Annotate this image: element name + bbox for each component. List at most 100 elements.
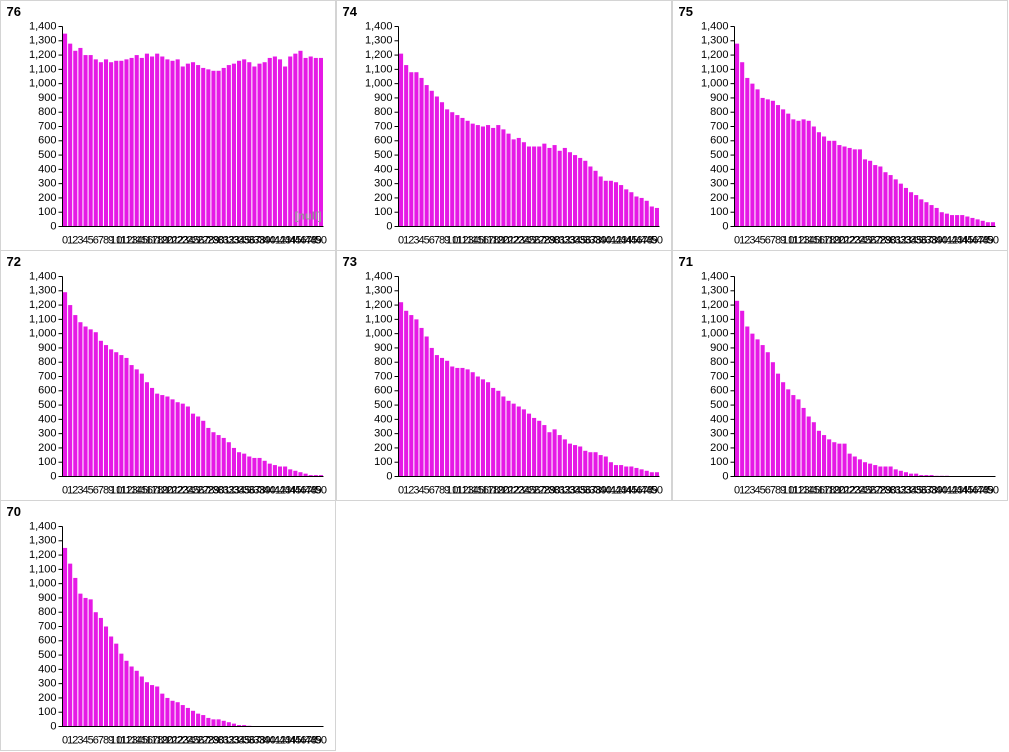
bar — [68, 305, 73, 477]
bar — [537, 146, 542, 227]
x-tick-label: 25 — [187, 484, 199, 496]
x-tick-label: 12 — [120, 734, 132, 746]
y-tick-label: 1,200 — [365, 49, 393, 61]
bar — [868, 160, 873, 227]
bar — [206, 427, 211, 477]
bar — [847, 453, 852, 477]
bar — [119, 355, 124, 477]
bar — [434, 355, 439, 477]
x-tick-label: 1 — [67, 234, 73, 246]
x-tick-label: 37 — [920, 234, 932, 246]
bar — [399, 302, 404, 477]
x-tick-label: 1 — [739, 484, 745, 496]
bar — [206, 69, 211, 227]
bar — [160, 693, 165, 727]
x-tick-label: 11 — [116, 234, 127, 246]
x-tick-label: 20 — [161, 484, 173, 496]
x-tick-label: 37 — [248, 734, 260, 746]
bar — [903, 187, 908, 227]
x-tick-label: 46 — [630, 234, 642, 246]
bar — [298, 472, 303, 477]
x-tick-label: 46 — [966, 234, 978, 246]
x-tick-label: 34 — [233, 484, 245, 496]
bar — [878, 466, 883, 477]
y-tick-label: 0 — [722, 470, 728, 482]
bar — [165, 396, 170, 477]
x-tick-label: 1 — [67, 734, 73, 746]
bar — [119, 653, 124, 727]
x-tick-label: 23 — [849, 484, 861, 496]
bar — [765, 99, 770, 227]
bar — [649, 206, 654, 227]
x-tick-label: 38 — [925, 234, 937, 246]
x-tick-label: 0 — [734, 234, 740, 246]
bar — [308, 475, 313, 477]
bar — [573, 445, 578, 477]
x-tick-label: 49 — [982, 484, 994, 496]
bar — [257, 63, 262, 227]
x-tick-label: 2 — [72, 484, 78, 496]
y-tick-label: 1,300 — [29, 285, 57, 297]
y-tick-label: 1,100 — [701, 63, 729, 75]
x-tick-label: 21 — [166, 734, 178, 746]
x-tick-label: 41 — [269, 234, 281, 246]
bar — [735, 300, 740, 477]
x-tick-label: 13 — [797, 484, 809, 496]
bar — [939, 212, 944, 227]
bar — [262, 460, 267, 477]
x-tick-label: 18 — [151, 234, 163, 246]
x-tick-label: 13 — [461, 234, 473, 246]
x-tick-label: 46 — [294, 484, 306, 496]
bar — [404, 310, 409, 477]
bar — [114, 352, 119, 477]
x-tick-label: 15 — [136, 734, 148, 746]
x-tick-label: 2 — [72, 734, 78, 746]
x-tick-label: 35 — [238, 484, 250, 496]
y-tick-label: 700 — [374, 370, 392, 382]
bar — [455, 115, 460, 227]
x-tick-label: 7 — [770, 234, 776, 246]
x-tick-label: 27 — [197, 484, 209, 496]
x-tick-label: 22 — [844, 234, 856, 246]
y-tick-label: 900 — [38, 342, 56, 354]
x-tick-label: 46 — [294, 234, 306, 246]
bar — [608, 180, 613, 227]
bar — [450, 112, 455, 227]
bar — [68, 563, 73, 727]
x-tick-label: 12 — [792, 234, 804, 246]
y-tick-label: 0 — [386, 470, 392, 482]
y-tick-label: 0 — [50, 220, 56, 232]
x-tick-label: 30 — [212, 734, 224, 746]
bar — [134, 670, 139, 727]
x-tick-label: 34 — [569, 234, 581, 246]
bar — [170, 700, 175, 727]
y-tick-label: 800 — [38, 606, 56, 618]
x-tick-label: 3 — [413, 234, 419, 246]
bar — [242, 453, 247, 477]
y-tick-label: 500 — [38, 149, 56, 161]
x-tick-label: 49 — [310, 484, 322, 496]
x-tick-label: 14 — [131, 734, 143, 746]
y-tick-label: 500 — [374, 149, 392, 161]
x-tick-label: 19 — [492, 234, 504, 246]
x-tick-label: 2 — [408, 234, 414, 246]
bar — [506, 400, 511, 477]
bar — [898, 470, 903, 477]
x-tick-label: 11 — [452, 234, 463, 246]
bar — [578, 446, 583, 477]
x-tick-label: 26 — [528, 484, 540, 496]
x-tick-label: 27 — [533, 484, 545, 496]
x-tick-label: 33 — [564, 234, 576, 246]
x-tick-label: 27 — [197, 234, 209, 246]
bar — [129, 666, 134, 727]
y-tick-label: 500 — [374, 399, 392, 411]
bar — [155, 686, 160, 727]
x-tick-label: 43 — [615, 484, 627, 496]
bar — [288, 56, 293, 227]
y-tick-label: 600 — [710, 135, 728, 147]
x-tick-label: 11 — [788, 234, 799, 246]
x-tick-label: 43 — [951, 484, 963, 496]
y-tick-label: 800 — [710, 106, 728, 118]
x-tick-label: 7 — [98, 734, 104, 746]
bar — [852, 456, 857, 477]
